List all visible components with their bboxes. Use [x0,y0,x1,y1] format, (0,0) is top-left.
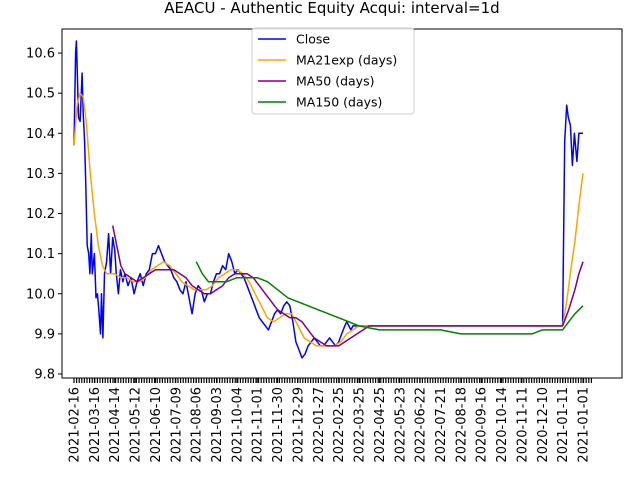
x-tick-label: 2021-07-09 [169,387,184,463]
y-tick-label: 10.6 [26,47,55,62]
x-tick-label: 2021-01-11 [556,387,571,463]
x-tick-label: 2021-03-16 [88,387,103,463]
y-tick-label: 10.0 [26,287,55,302]
x-axis: 2021-02-16 2021-03-16 2021-04-14 2021-05-12… [68,378,593,463]
x-tick-label: 2021-02-16 [68,387,83,463]
y-tick-label: 9.8 [34,367,55,382]
series-line-ma50-days [111,225,584,347]
x-tick-label: 2020-10-14 [495,387,510,463]
x-tick-label: 2020-09-16 [475,387,490,463]
series-line-ma150-days [195,261,584,335]
legend-label: MA50 (days) [296,74,374,89]
x-tick-label: 2021-09-03 [210,387,225,463]
y-tick-label: 9.9 [34,327,55,342]
x-tick-label: 2022-05-23 [393,387,408,463]
y-tick-label: 10.4 [26,127,55,142]
x-tick-label: 2020-11-11 [515,387,530,463]
legend: Close MA21exp (days) MA50 (days) MA150 (day… [251,27,415,115]
x-tick-label: 2022-08-18 [454,387,469,463]
x-tick-label: 2021-10-04 [230,387,245,463]
y-tick-label: 10.3 [26,167,55,182]
x-tick-label: 2021-04-14 [108,387,123,463]
chart-title: AEACU - Authentic Equity Acqui: interval… [164,0,499,17]
y-tick-label: 10.5 [26,87,55,102]
x-tick-label: 2022-06-22 [414,387,429,463]
x-tick-label: 2021-08-06 [190,387,205,463]
legend-label: MA21exp (days) [296,53,397,68]
x-tick-label: 2020-12-10 [536,387,551,463]
x-tick-label: 2021-06-10 [149,387,164,463]
legend-label: MA150 (days) [296,95,382,110]
y-tick-label: 10.1 [26,247,55,262]
x-tick-label: 2022-01-27 [312,387,327,463]
x-tick-label: 2022-02-25 [332,387,347,463]
y-axis: 9.8 9.9 10.0 10.1 10.2 10.3 10.4 10.5 10.6 [26,47,62,382]
x-tick-label: 2022-03-25 [353,387,368,463]
y-tick-label: 10.2 [26,207,55,222]
x-tick-label: 2021-01-01 [577,387,592,463]
series-lines [73,40,584,359]
x-tick-label: 2021-05-12 [129,387,144,463]
x-tick-label: 2021-12-29 [291,387,306,463]
series-line-close [73,40,583,359]
x-tick-label: 2021-11-01 [251,387,266,463]
x-tick-label: 2022-07-21 [434,387,449,463]
x-tick-label: 2022-04-25 [373,387,388,463]
legend-label: Close [296,32,330,47]
x-tick-label: 2021-11-30 [271,387,286,463]
legend-box [251,27,415,115]
